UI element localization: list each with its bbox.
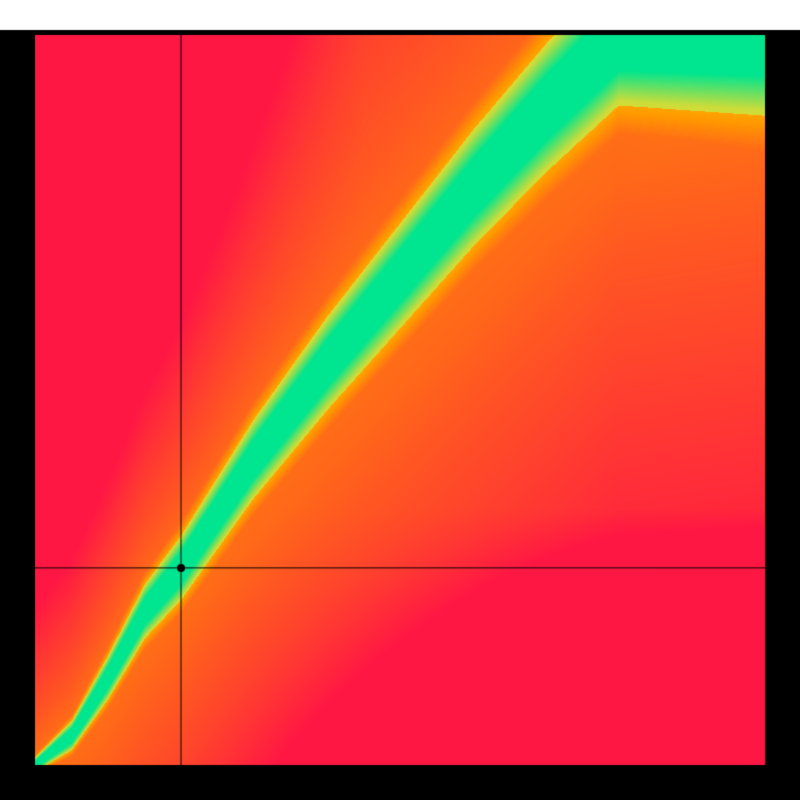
root <box>0 0 800 800</box>
bottleneck-heatmap-canvas <box>0 0 800 800</box>
